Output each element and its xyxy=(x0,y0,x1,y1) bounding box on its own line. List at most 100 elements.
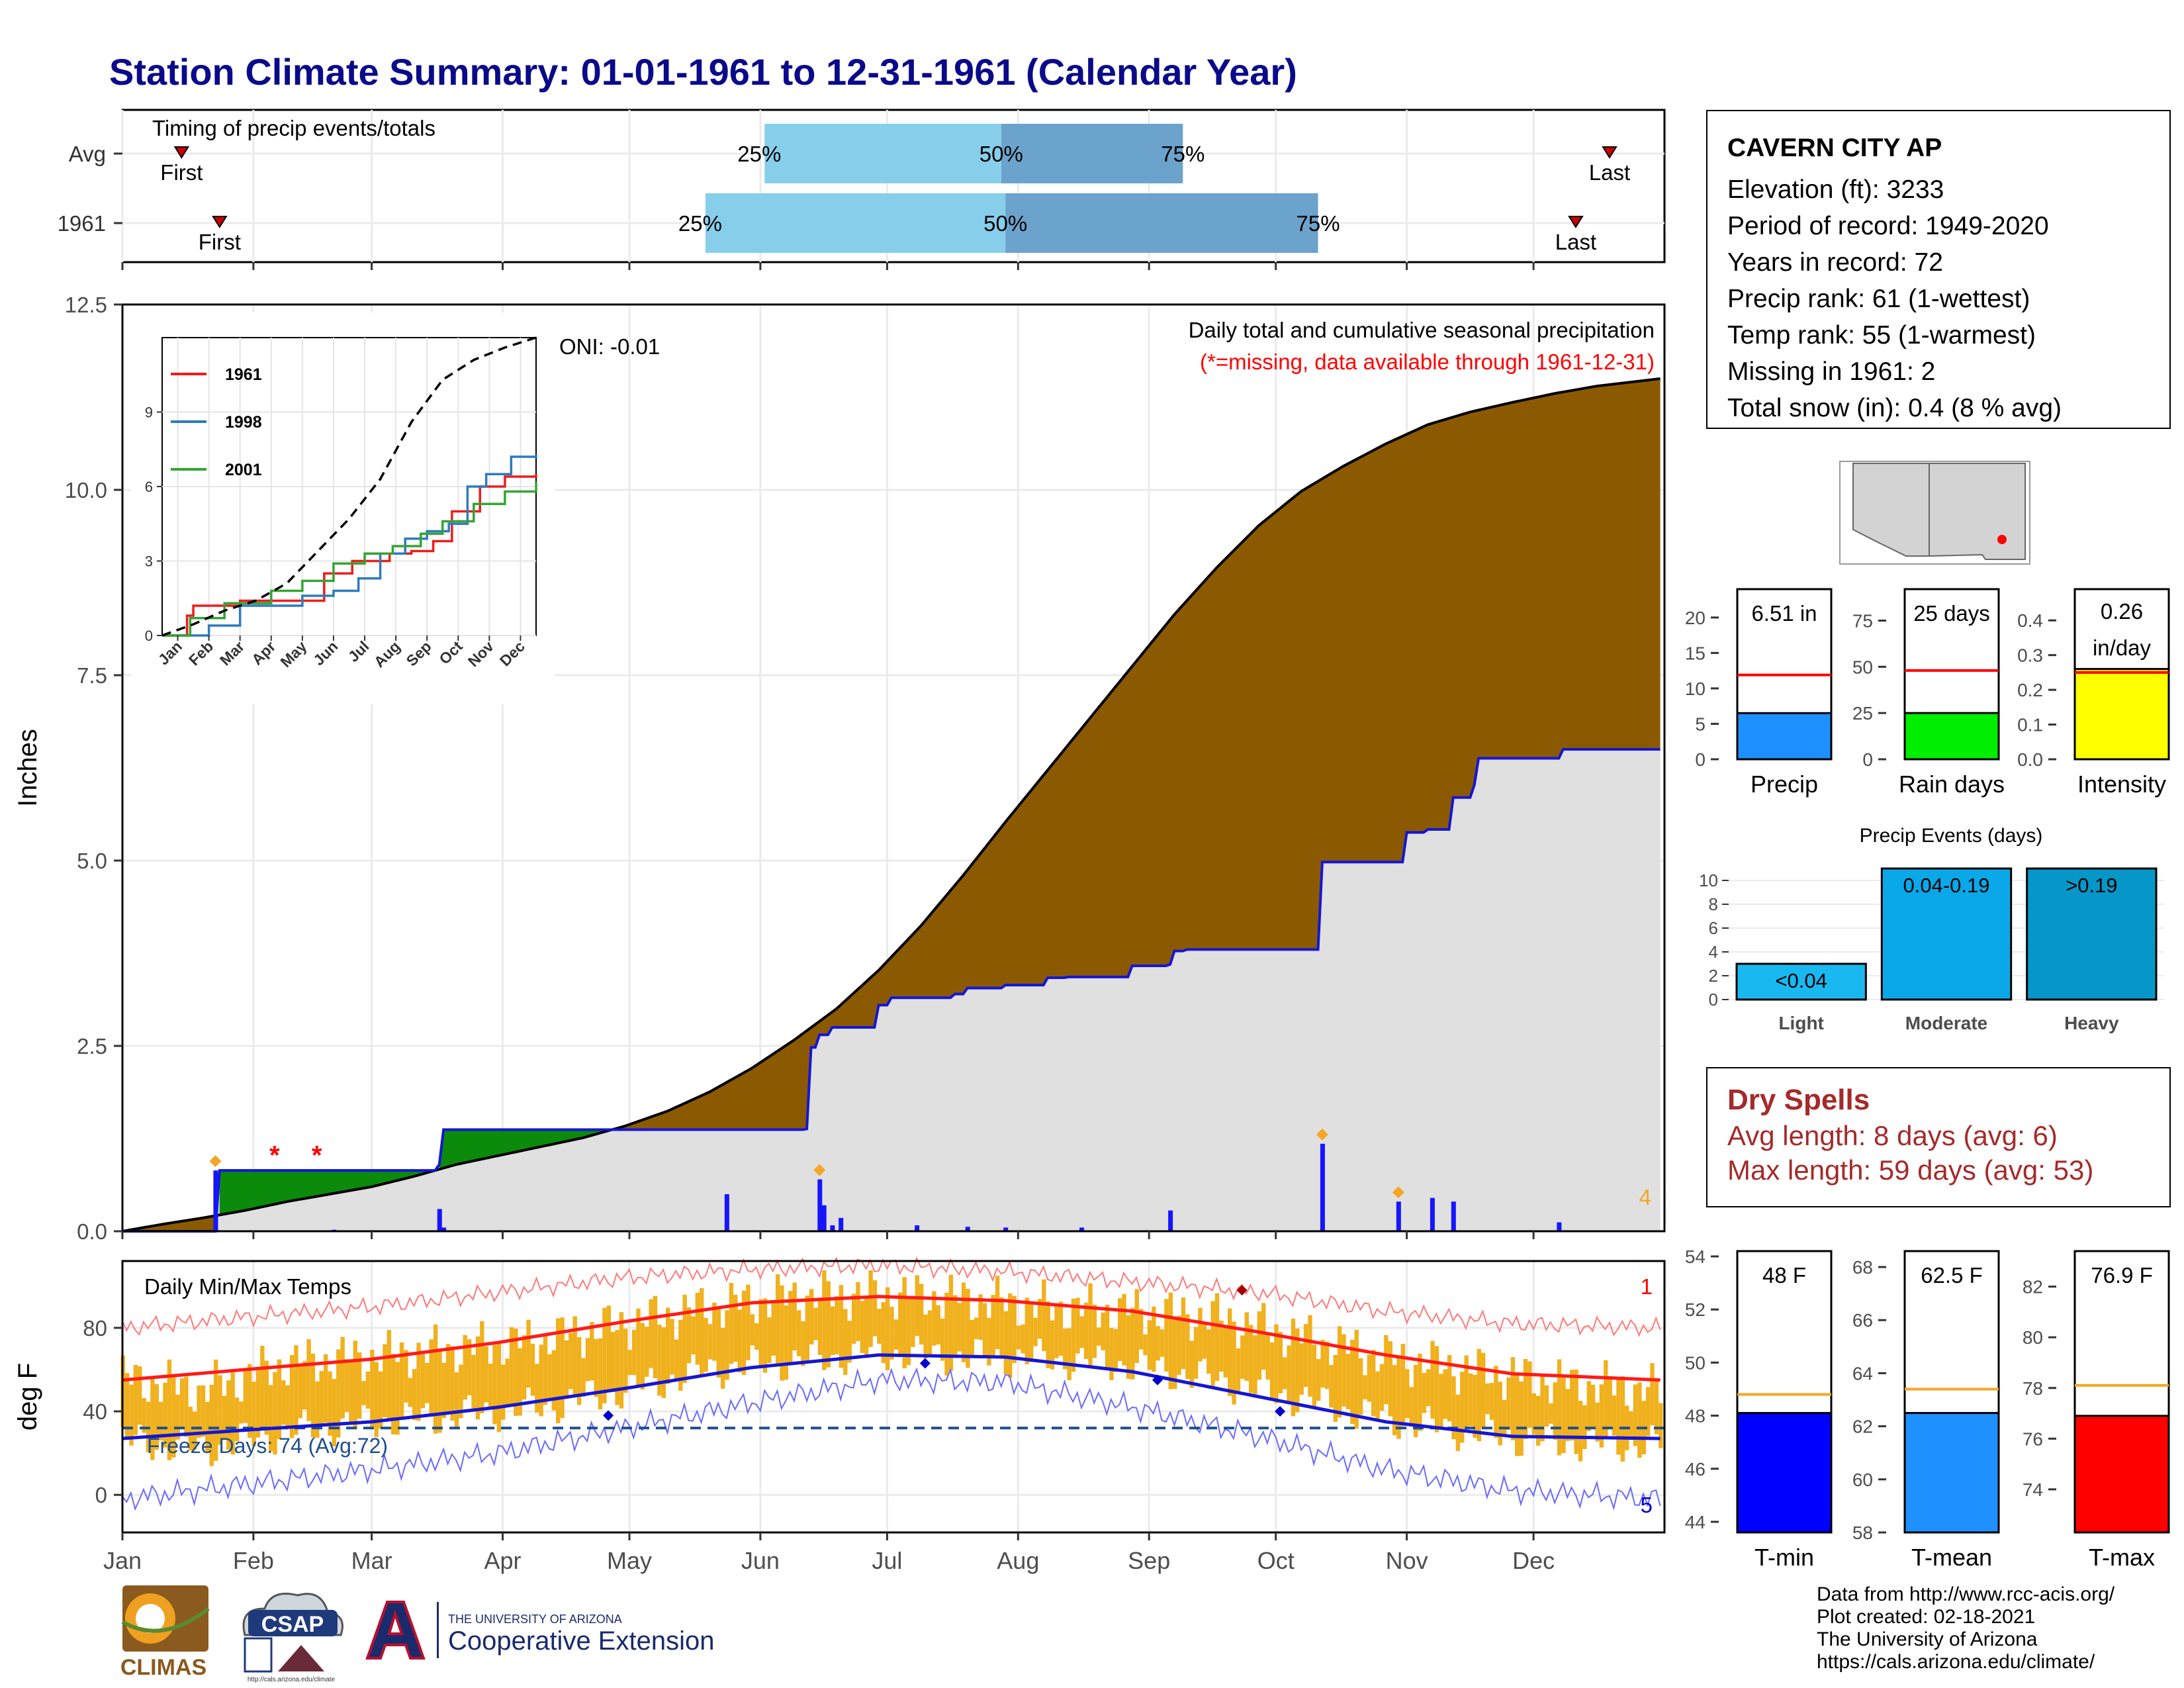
daily-temp-bar xyxy=(1485,1383,1490,1415)
daily-temp-bar xyxy=(539,1344,543,1417)
record-low-marker xyxy=(1152,1374,1163,1385)
daily-temp-bar xyxy=(1071,1298,1076,1372)
daily-temp-bar xyxy=(720,1328,725,1389)
station-name: CAVERN CITY AP xyxy=(1727,134,1942,162)
arizona-nm-map xyxy=(1839,461,2030,565)
average-cumulative-line xyxy=(122,377,1661,1233)
daily-temp-bar xyxy=(365,1371,371,1409)
daily-temp-bar xyxy=(885,1287,890,1371)
daily-temp-bar xyxy=(441,1362,447,1419)
daily-temp-bar xyxy=(792,1282,797,1351)
daily-temp-bar xyxy=(459,1364,463,1419)
summary-chart-intensity: 0.0 0.1 0.2 0.3 0.4 0.26 in/day Intensity xyxy=(2017,588,2170,798)
daily-temp-bar xyxy=(1261,1303,1266,1370)
month-axis-label: Sep xyxy=(1128,1547,1170,1574)
oni-annotation: ONI: -0.01 xyxy=(559,334,660,359)
daily-temp-bar xyxy=(1269,1342,1275,1399)
daily-temp-bar xyxy=(923,1314,928,1358)
daily-temp-bar xyxy=(1324,1341,1330,1389)
precip-y-tick-label: 12.5 xyxy=(65,293,107,317)
ua-top-text: THE UNIVERSITY OF ARIZONA xyxy=(448,1613,622,1626)
csap-logo-text: CSAP xyxy=(261,1612,324,1637)
daily-temp-bar xyxy=(243,1371,248,1423)
daily-temp-bar xyxy=(944,1292,949,1376)
daily-temp-bar xyxy=(218,1375,222,1445)
daily-temp-bar xyxy=(1033,1317,1038,1346)
timing-row-label: 1961 xyxy=(58,211,106,236)
daily-precip-bar xyxy=(441,1227,447,1231)
daily-temp-bar xyxy=(1535,1395,1541,1446)
timing-q25-q50-bar xyxy=(764,124,1001,183)
daily-temp-bar xyxy=(957,1303,962,1352)
credits-url: https://cals.arizona.edu/climate/ xyxy=(1817,1651,2095,1673)
daily-temp-bar xyxy=(1109,1328,1114,1380)
daily-temp-bar xyxy=(1147,1320,1152,1370)
events-y-tick-label: 8 xyxy=(1709,894,1718,914)
daily-temp-bar xyxy=(636,1308,641,1387)
daily-temp-bar xyxy=(801,1321,805,1366)
daily-temp-bar xyxy=(1422,1373,1427,1413)
month-axis-label: Apr xyxy=(484,1547,522,1574)
daily-temp-bar xyxy=(707,1324,713,1360)
credits-block: Data from http://www.rcc-acis.org/ Plot … xyxy=(1817,1583,2115,1673)
daily-temp-bar xyxy=(581,1358,586,1397)
daily-temp-bar xyxy=(226,1380,231,1450)
daily-temp-bar xyxy=(594,1338,598,1397)
daily-temp-bar xyxy=(420,1350,426,1409)
daily-temp-bar xyxy=(839,1285,844,1368)
daily-temp-bar xyxy=(1130,1307,1135,1380)
credits-data-source: Data from http://www.rcc-acis.org/ xyxy=(1817,1583,2115,1605)
daily-temp-bar xyxy=(124,1373,130,1440)
dry-spells-box: Dry Spells Avg length: 8 days (avg: 6) M… xyxy=(1706,1067,2171,1207)
daily-temp-bar xyxy=(893,1319,899,1350)
daily-temp-bar xyxy=(1451,1376,1456,1440)
daily-precip-bar xyxy=(724,1194,729,1231)
daily-temp-bar xyxy=(370,1350,375,1427)
events-category-label: Light xyxy=(1778,1013,1823,1033)
daily-temp-bar xyxy=(645,1327,649,1377)
daily-temp-bar xyxy=(754,1323,759,1350)
precip-y-tick-label: 7.5 xyxy=(77,663,107,688)
daily-temp-bar xyxy=(129,1384,134,1446)
daily-temp-bar xyxy=(171,1377,176,1458)
daily-temp-bar xyxy=(1282,1357,1287,1389)
daily-temp-bar xyxy=(835,1296,839,1354)
daily-temp-bar xyxy=(1510,1357,1516,1440)
daily-temp-bar xyxy=(700,1288,704,1377)
daily-temp-bar xyxy=(383,1344,387,1417)
daily-temp-bar xyxy=(1214,1293,1220,1382)
inset-y-tick-label: 6 xyxy=(145,479,153,495)
month-axis-label: Jun xyxy=(741,1547,780,1574)
daily-temp-bar xyxy=(1620,1376,1625,1462)
daily-temp-bar xyxy=(1134,1289,1139,1363)
daily-temp-bar xyxy=(163,1382,167,1448)
daily-temp-bar xyxy=(154,1383,159,1450)
daily-temp-bar xyxy=(746,1284,751,1360)
daily-temp-bar xyxy=(1206,1329,1211,1374)
daily-temp-bar xyxy=(193,1411,197,1450)
daily-temp-bar xyxy=(1028,1301,1034,1362)
daily-temp-bar xyxy=(927,1310,933,1358)
daily-precip-bar xyxy=(1079,1227,1085,1231)
daily-temp-bar xyxy=(281,1380,286,1425)
daily-temp-bar xyxy=(1384,1335,1388,1405)
timing-q50-q75-bar xyxy=(1001,124,1183,183)
daily-temp-bar xyxy=(543,1335,548,1405)
summary-value-label: 48 F xyxy=(1762,1263,1806,1288)
daily-temp-bar xyxy=(872,1280,878,1336)
summary-y-tick-label: 76 xyxy=(2023,1429,2043,1449)
summary-value-bar xyxy=(1903,1412,2000,1534)
daily-temp-bar xyxy=(298,1365,303,1419)
daily-temp-bar xyxy=(251,1382,256,1446)
summary-y-tick-label: 78 xyxy=(2023,1378,2043,1399)
daily-temp-bar xyxy=(1544,1385,1549,1427)
daily-temp-bar xyxy=(1240,1335,1245,1380)
timing-first-marker xyxy=(212,216,228,228)
daily-temp-bar xyxy=(255,1370,261,1438)
timing-q75-label: 75% xyxy=(1161,142,1205,166)
events-y-tick-label: 4 xyxy=(1709,942,1718,962)
events-bar xyxy=(1880,867,2013,1001)
daily-temp-bar xyxy=(387,1330,392,1422)
daily-temp-bar xyxy=(851,1293,856,1344)
